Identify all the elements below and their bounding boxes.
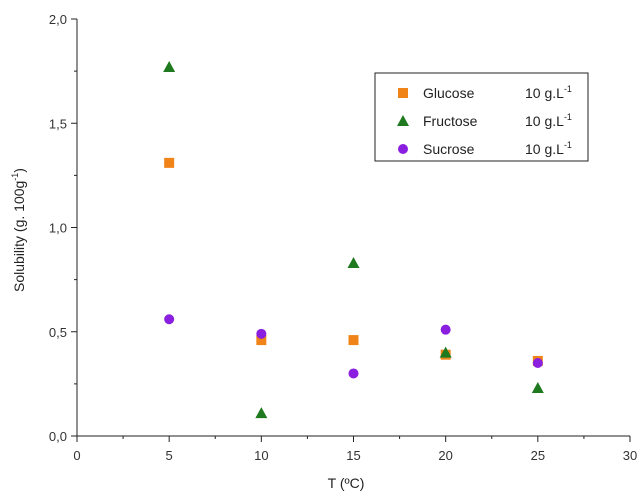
fructose-point bbox=[531, 382, 544, 394]
sucrose-point bbox=[440, 324, 451, 335]
y-tick-label: 1,5 bbox=[49, 116, 67, 131]
data-points bbox=[163, 60, 544, 419]
legend-marker-sucrose bbox=[398, 144, 408, 154]
sucrose-point bbox=[164, 314, 175, 325]
legend-concentration-sup: -1 bbox=[564, 84, 572, 94]
legend-marker-fructose bbox=[397, 115, 409, 126]
glucose-point bbox=[348, 335, 359, 346]
legend-label-sucrose: Sucrose bbox=[423, 141, 475, 157]
legend-label-glucose: Glucose bbox=[423, 85, 475, 101]
y-tick-label: 1,0 bbox=[49, 221, 67, 236]
y-axis-label-main: Solubility (g. 100g bbox=[11, 181, 27, 292]
ticks: 0 5 10 15 20 25 30 0,0 0,5 1,0 1,5 2,0 bbox=[49, 12, 637, 463]
legend-box bbox=[374, 72, 589, 162]
y-tick-label: 0,5 bbox=[49, 325, 67, 340]
legend-concentration-value: 10 g.L bbox=[525, 113, 564, 129]
fructose-point bbox=[347, 256, 360, 268]
y-tick-label: 0,0 bbox=[49, 429, 67, 444]
sucrose-point bbox=[532, 358, 543, 369]
fructose-point bbox=[163, 60, 176, 72]
sucrose-point bbox=[348, 368, 359, 379]
legend-concentration-sup: -1 bbox=[564, 112, 572, 122]
y-axis-label: Solubility (g. 100g-1) bbox=[10, 168, 27, 292]
legend-label-fructose: Fructose bbox=[423, 113, 478, 129]
x-tick-label: 30 bbox=[623, 448, 637, 463]
legend-concentration-sucrose: 10 g.L-1 bbox=[525, 140, 572, 157]
legend-concentration-fructose: 10 g.L-1 bbox=[525, 112, 572, 129]
y-axis-label-close: ) bbox=[11, 168, 27, 173]
legend-marker-glucose bbox=[398, 88, 408, 98]
x-tick-label: 20 bbox=[438, 448, 452, 463]
legend-concentration-value: 10 g.L bbox=[525, 141, 564, 157]
glucose-point bbox=[164, 157, 175, 168]
legend-concentration-glucose: 10 g.L-1 bbox=[525, 84, 572, 101]
x-tick-label: 5 bbox=[166, 448, 173, 463]
x-tick-label: 0 bbox=[73, 448, 80, 463]
y-tick-label: 2,0 bbox=[49, 12, 67, 27]
y-axis-label-sup: -1 bbox=[10, 173, 20, 181]
x-axis-label: T (ºC) bbox=[328, 475, 365, 491]
x-tick-label: 15 bbox=[346, 448, 360, 463]
series-fructose bbox=[163, 60, 544, 419]
x-tick-label: 25 bbox=[531, 448, 545, 463]
legend-concentration-sup: -1 bbox=[564, 140, 572, 150]
x-tick-label: 10 bbox=[254, 448, 268, 463]
fructose-point bbox=[439, 346, 452, 358]
glucose-point bbox=[256, 335, 267, 346]
sucrose-point bbox=[256, 328, 267, 339]
legend-concentration-value: 10 g.L bbox=[525, 85, 564, 101]
fructose-point bbox=[255, 407, 268, 419]
series-sucrose bbox=[164, 314, 543, 379]
